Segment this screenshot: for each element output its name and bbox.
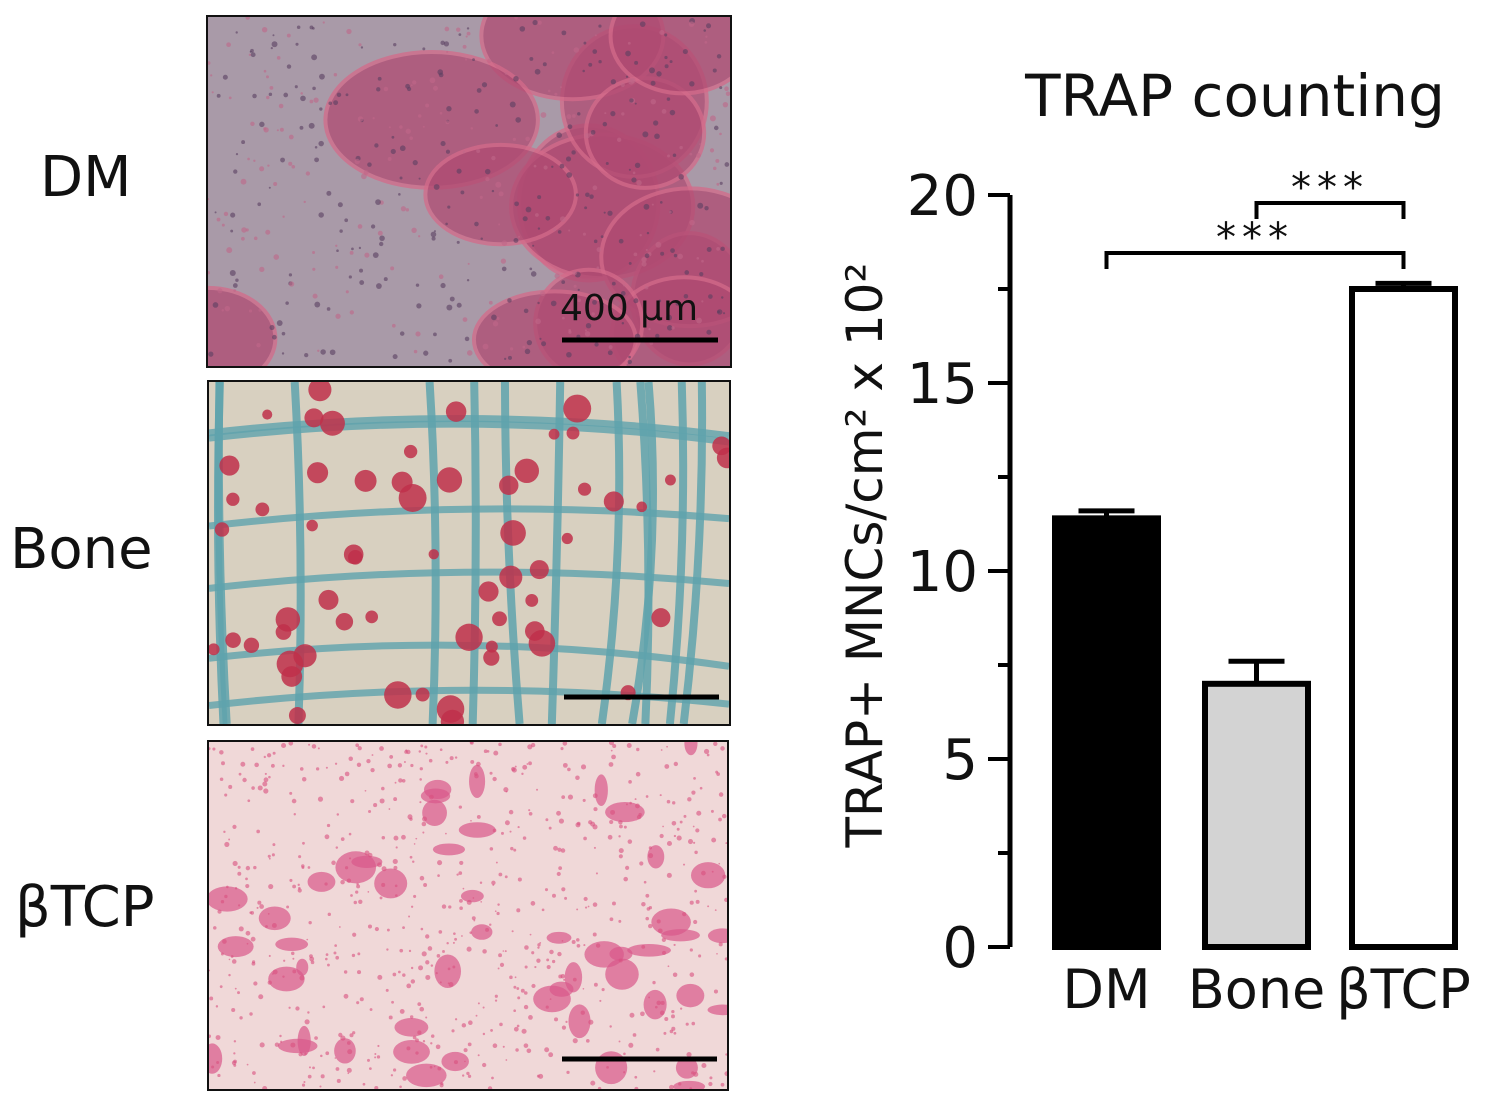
micrograph-btcp xyxy=(207,740,729,1091)
y-tick-label: 20 xyxy=(907,164,978,229)
x-tick-label: DM xyxy=(1062,958,1150,1021)
scale-bar-label: 400 µm xyxy=(560,288,699,329)
panel-label-bone: Bone xyxy=(10,517,153,582)
y-tick-label: 0 xyxy=(942,916,978,981)
y-tick-label: 15 xyxy=(907,352,978,417)
bar-2 xyxy=(1349,286,1458,950)
x-tick-label: Bone xyxy=(1188,958,1326,1021)
bar-1 xyxy=(1202,680,1311,950)
y-tick-label: 10 xyxy=(907,540,978,605)
y-tick-label: 5 xyxy=(942,728,978,793)
micrograph-dm xyxy=(206,15,732,368)
chart-title: TRAP counting xyxy=(1024,62,1445,130)
y-axis-label: TRAP+ MNCs/cm² x 10² xyxy=(836,262,894,848)
panel-label-dm: DM xyxy=(40,145,132,210)
significance-bracket xyxy=(1104,251,1406,269)
significance-stars: *** xyxy=(1216,215,1294,261)
panel-label-btcp: βTCP xyxy=(15,875,155,940)
x-tick-label: βTCP xyxy=(1336,958,1471,1021)
significance-stars: *** xyxy=(1291,165,1369,211)
bar-0 xyxy=(1052,515,1161,950)
significance-bracket xyxy=(1254,201,1406,219)
micrograph-bone xyxy=(207,380,731,726)
